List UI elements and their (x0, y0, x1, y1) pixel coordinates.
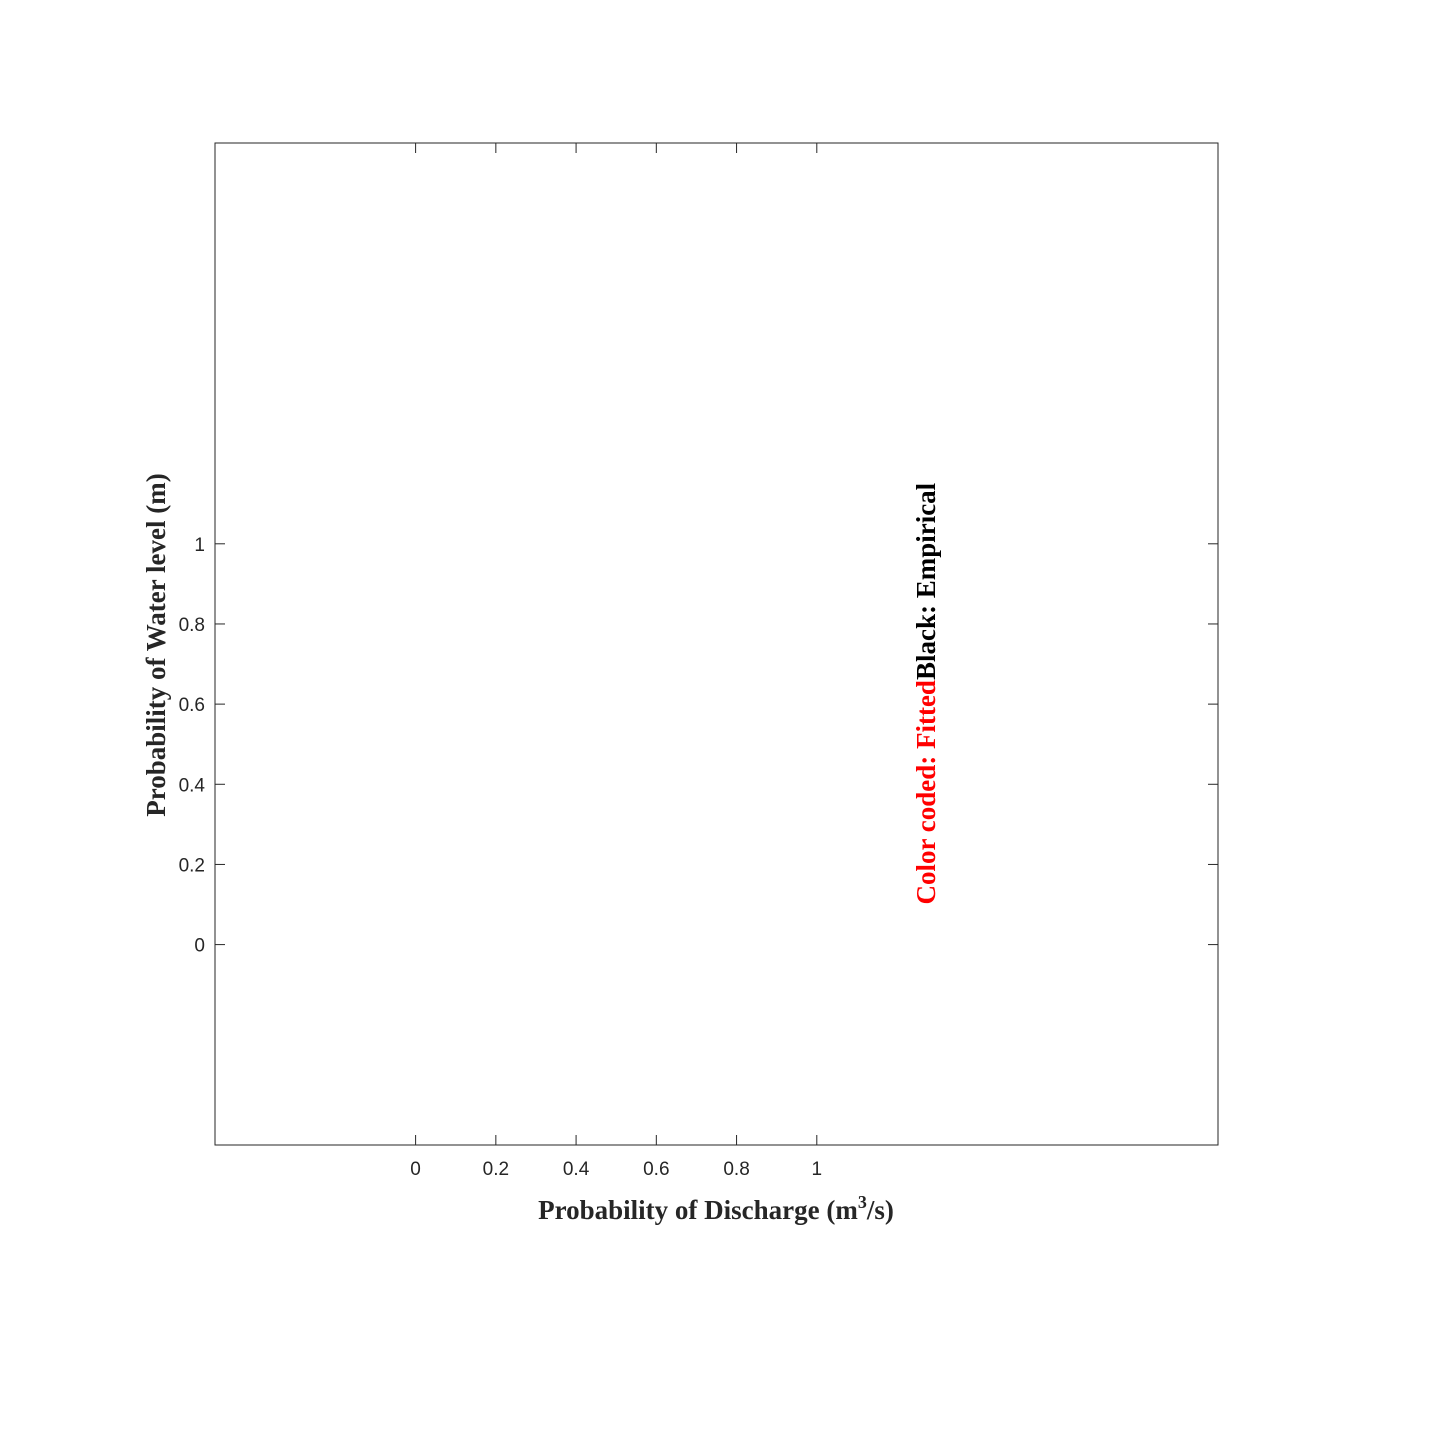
x-tick-label: 1 (812, 1159, 823, 1180)
y-axis-label: Probability of Water level (m) (141, 473, 171, 816)
y-tick-label: 0.2 (179, 855, 205, 876)
x-tick-label: 0.4 (563, 1159, 590, 1180)
x-tick-label: 0.8 (723, 1159, 749, 1180)
x-axis-label-superscript: 3 (858, 1192, 867, 1212)
y-ticks: 0 0.2 0.4 0.6 0.8 1 (179, 535, 1218, 957)
y-tick-label: 1 (194, 535, 205, 556)
annotation-empirical: Black: Empirical (911, 482, 941, 680)
x-ticks: 0 0.2 0.4 0.6 0.8 1 (410, 143, 822, 1180)
plot-area (214, 142, 1219, 1146)
y-tick-label: 0.4 (179, 775, 206, 796)
x-tick-label: 0.6 (643, 1159, 669, 1180)
x-tick-label: 0.2 (483, 1159, 509, 1180)
x-axis-label-suffix: /s) (866, 1195, 894, 1225)
legend-annotation: Color coded: FittedBlack: Empirical (911, 482, 941, 904)
y-tick-label: 0.6 (179, 695, 205, 716)
x-axis-label: Probability of Discharge (m3/s) (538, 1192, 894, 1225)
annotation-fitted: Color coded: Fitted (911, 680, 941, 904)
x-tick-label: 0 (410, 1159, 421, 1180)
y-tick-label: 0 (194, 936, 205, 957)
x-axis-label-prefix: Probability of Discharge (m (538, 1195, 858, 1225)
y-tick-label: 0.8 (179, 615, 205, 636)
